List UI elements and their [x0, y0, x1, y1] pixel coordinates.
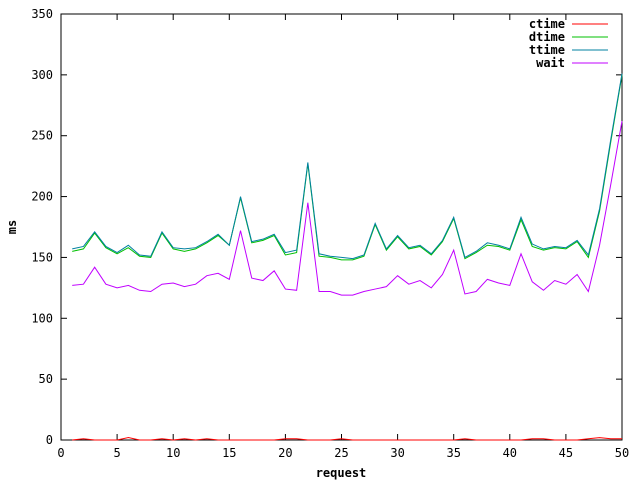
x-tick-label: 45	[559, 446, 573, 460]
axis-tick-labels: 0 5 10 15 20 25 30 35 40 45 50 0 50 100 150 200 250 300 35…	[31, 7, 629, 460]
x-tick-label: 40	[503, 446, 517, 460]
y-tick-label: 300	[31, 68, 53, 82]
axis-ticks	[60, 13, 623, 441]
x-tick-label: 0	[57, 446, 64, 460]
y-axis-label: ms	[5, 220, 19, 234]
x-tick-label: 35	[446, 446, 460, 460]
x-tick-label: 5	[113, 446, 120, 460]
series-line-ttime	[72, 73, 623, 260]
x-tick-label: 10	[166, 446, 180, 460]
y-tick-label: 350	[31, 7, 53, 21]
y-tick-label: 150	[31, 250, 53, 264]
y-tick-label: 50	[39, 372, 53, 386]
y-tick-label: 100	[31, 311, 53, 325]
x-tick-label: 20	[278, 446, 292, 460]
x-axis-label: request	[316, 466, 367, 480]
y-tick-label: 0	[46, 433, 53, 447]
series-lines	[72, 73, 623, 441]
legend-label-dtime: dtime	[529, 30, 565, 44]
series-line-wait	[72, 121, 623, 296]
plot-frame	[60, 13, 623, 441]
series-line-ctime	[72, 437, 622, 441]
x-tick-label: 50	[615, 446, 629, 460]
y-tick-label: 250	[31, 129, 53, 143]
legend-label-ttime: ttime	[529, 43, 565, 57]
x-tick-label: 25	[334, 446, 348, 460]
legend-label-wait: wait	[536, 56, 565, 70]
series-line-dtime	[72, 74, 623, 261]
x-tick-label: 30	[390, 446, 404, 460]
x-tick-label: 15	[222, 446, 236, 460]
legend-label-ctime: ctime	[529, 17, 565, 31]
y-tick-label: 200	[31, 190, 53, 204]
